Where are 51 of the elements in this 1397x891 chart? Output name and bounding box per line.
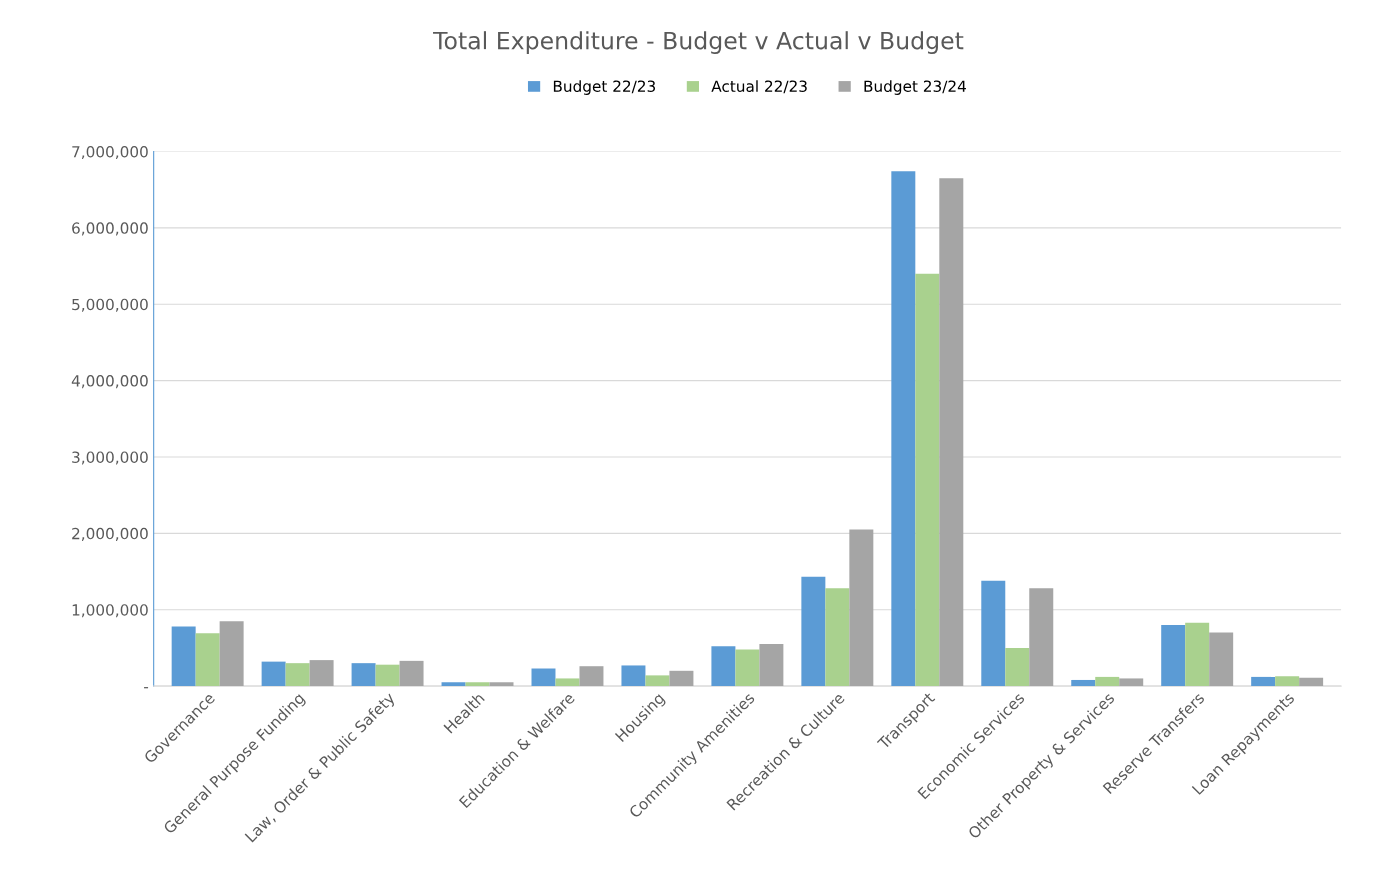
bar [735,649,760,687]
bar [1209,632,1234,687]
bar [621,665,646,687]
bar [219,621,244,687]
y-tick-label: 5,000,000 [72,298,148,312]
chart-title: Total Expenditure - Budget v Actual v Budget [433,31,964,55]
y-tick-label: 6,000,000 [72,222,148,236]
bar [375,664,400,687]
y-tick-label: 7,000,000 [72,145,148,160]
y-tick-label: 2,000,000 [72,527,148,541]
bar [1119,678,1144,687]
bar [489,682,514,687]
bar [801,576,826,687]
bar [1185,622,1210,687]
bar [171,626,196,687]
bar [669,670,694,687]
bar [195,633,220,687]
bar [285,663,310,687]
bar [579,666,604,687]
bar [645,675,670,687]
bar [399,660,424,687]
legend-label: Budget 22/23 [553,80,656,95]
bar [1299,677,1324,687]
bar [531,668,556,687]
legend-label: Budget 23/24 [864,80,966,95]
bar [939,178,964,687]
bar [441,682,466,687]
y-tick-label: - [144,687,149,689]
bar [891,171,916,687]
bar [915,273,940,687]
legend-label: Actual 22/23 [711,80,807,94]
bar [261,661,286,687]
bar [849,529,874,687]
y-tick-label: 3,000,000 [72,451,148,465]
bar [981,580,1006,687]
bar [351,663,376,687]
bar [1251,676,1276,687]
bar [759,644,784,687]
bar [825,588,850,687]
bar [309,660,334,687]
bar [1029,588,1054,687]
y-tick-label: 4,000,000 [71,375,148,389]
bar [465,682,490,687]
bar [1161,624,1186,687]
bar [1275,676,1300,687]
bar [555,678,580,687]
bar [1071,679,1096,687]
y-tick-label: 1,000,000 [72,604,148,618]
bar [1005,647,1030,687]
bar [1095,676,1120,687]
bar [711,646,736,687]
